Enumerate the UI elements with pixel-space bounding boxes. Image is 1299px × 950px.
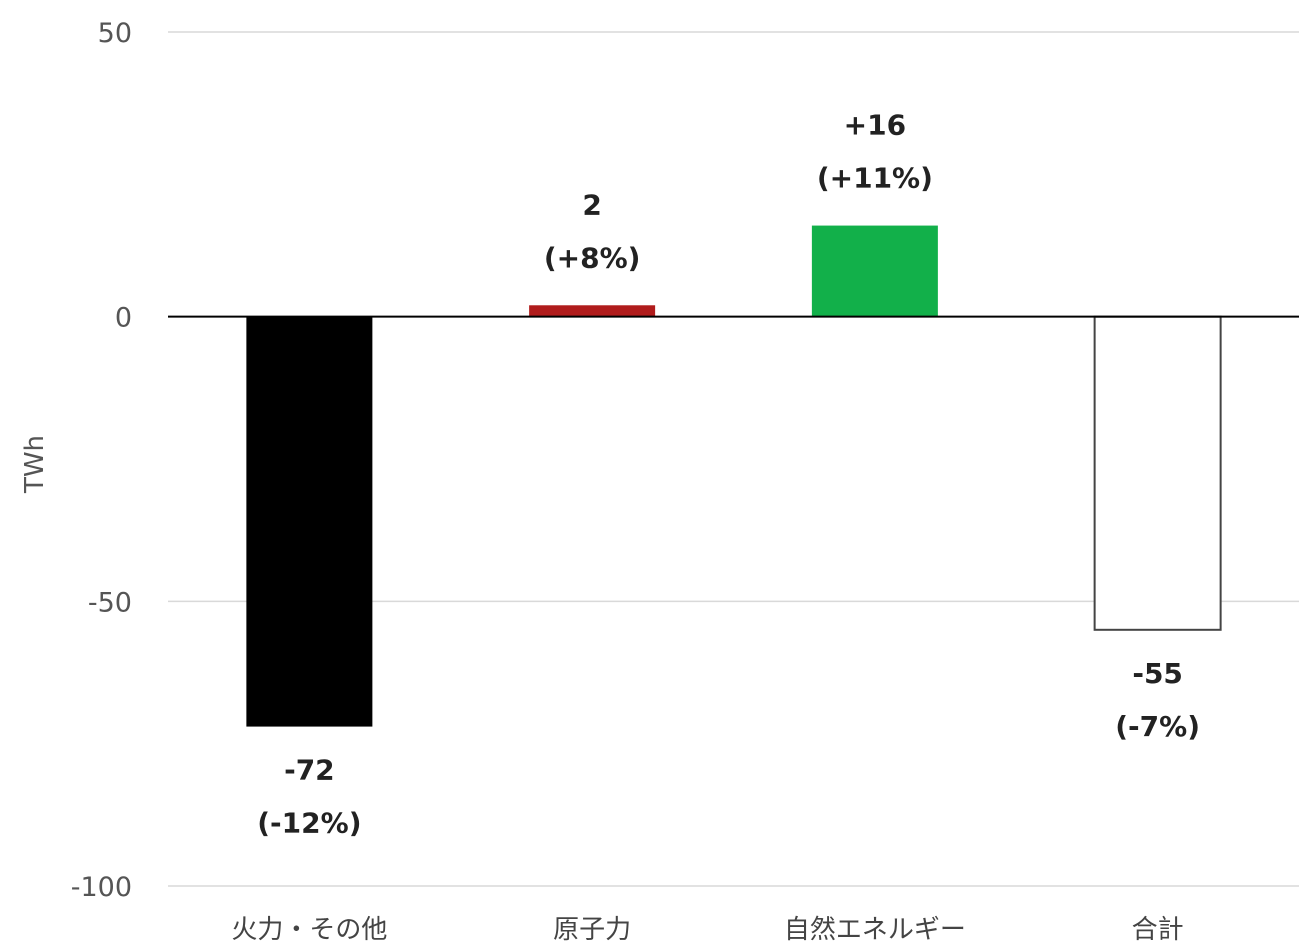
x-category-label: 合計: [1132, 915, 1184, 945]
bar-1: [529, 305, 656, 317]
data-label-value: -55: [1132, 657, 1183, 690]
data-labels: -72 (-12%) 2 (+8%) +16 (+11%) -55 (-7%): [257, 109, 1200, 840]
data-label-value: +16: [844, 109, 906, 142]
y-tick-label: -100: [71, 872, 132, 903]
y-tick-label: -50: [88, 587, 132, 618]
bar-3: [1093, 315, 1222, 631]
data-label-percent: (-7%): [1115, 710, 1200, 743]
data-label-value: -72: [284, 754, 335, 787]
category-labels: 火力・その他 原子力 自然エネルギー 合計: [231, 915, 1183, 945]
bars: [246, 225, 1222, 727]
data-label-percent: (-12%): [257, 807, 361, 840]
data-label-percent: (+8%): [544, 241, 641, 274]
data-label-percent: (+11%): [817, 162, 933, 195]
bar-0: [246, 316, 373, 727]
x-category-label: 火力・その他: [231, 915, 387, 945]
x-category-label: 自然エネルギー: [784, 915, 966, 945]
bar-2: [811, 225, 938, 317]
data-label-value: 2: [582, 188, 601, 221]
y-tick-label: 0: [115, 303, 132, 334]
x-category-label: 原子力: [553, 915, 631, 945]
y-tick-labels: 50 0 -50 -100: [71, 18, 132, 903]
y-tick-label: 50: [98, 18, 132, 49]
y-axis-title: TWh: [20, 435, 50, 494]
